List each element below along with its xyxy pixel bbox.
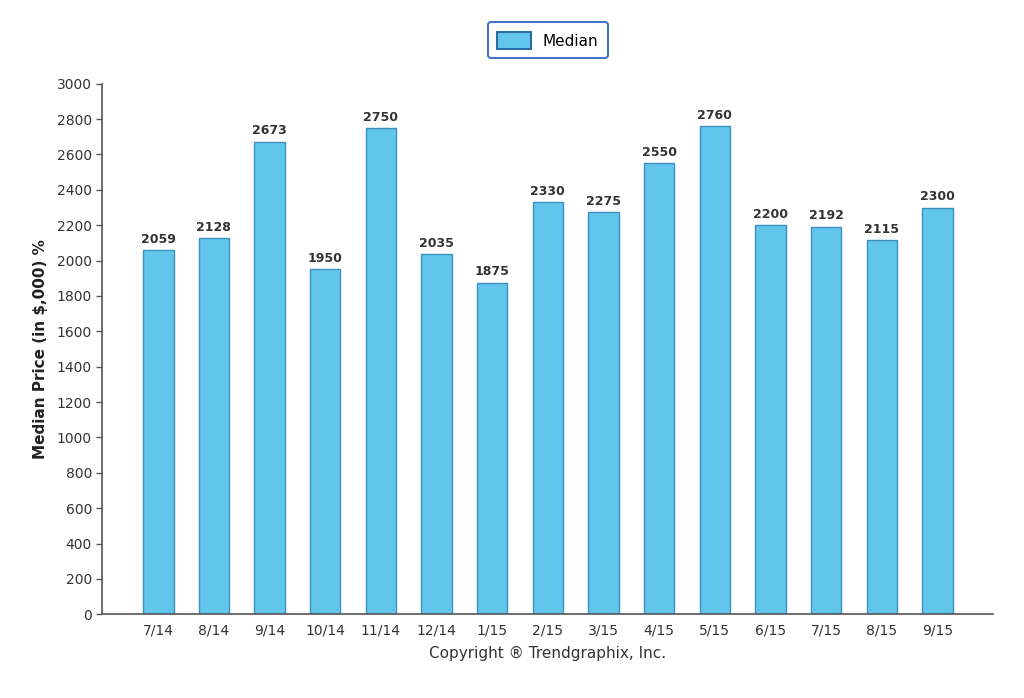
Bar bbox=[532, 202, 563, 614]
Text: 2673: 2673 bbox=[252, 124, 287, 138]
Text: 2330: 2330 bbox=[530, 185, 565, 198]
Text: 2760: 2760 bbox=[697, 109, 732, 121]
Text: 2128: 2128 bbox=[197, 221, 231, 234]
Bar bbox=[421, 254, 452, 614]
Bar bbox=[199, 238, 229, 614]
Text: 2115: 2115 bbox=[864, 223, 899, 236]
Text: 2200: 2200 bbox=[753, 208, 788, 221]
Bar bbox=[143, 250, 173, 614]
Bar bbox=[310, 269, 341, 614]
Text: 1875: 1875 bbox=[475, 265, 510, 279]
Text: 2300: 2300 bbox=[920, 190, 955, 203]
Bar bbox=[366, 128, 396, 614]
Text: 2550: 2550 bbox=[642, 146, 677, 159]
Bar bbox=[755, 225, 785, 614]
Text: 2275: 2275 bbox=[586, 195, 621, 207]
Bar bbox=[644, 163, 675, 614]
Bar bbox=[588, 212, 618, 614]
Bar bbox=[477, 283, 508, 614]
Bar bbox=[699, 126, 730, 614]
Bar bbox=[923, 207, 952, 614]
Text: 2059: 2059 bbox=[140, 232, 176, 246]
Text: 2192: 2192 bbox=[809, 209, 844, 222]
Bar bbox=[811, 227, 842, 614]
X-axis label: Copyright ® Trendgraphix, Inc.: Copyright ® Trendgraphix, Inc. bbox=[429, 646, 667, 661]
Text: 2750: 2750 bbox=[364, 110, 398, 124]
Bar bbox=[254, 142, 285, 614]
Text: 2035: 2035 bbox=[419, 237, 454, 250]
Text: 1950: 1950 bbox=[308, 252, 343, 265]
Bar bbox=[866, 240, 897, 614]
Y-axis label: Median Price (in $,000) %: Median Price (in $,000) % bbox=[34, 239, 48, 459]
Legend: Median: Median bbox=[488, 22, 607, 59]
